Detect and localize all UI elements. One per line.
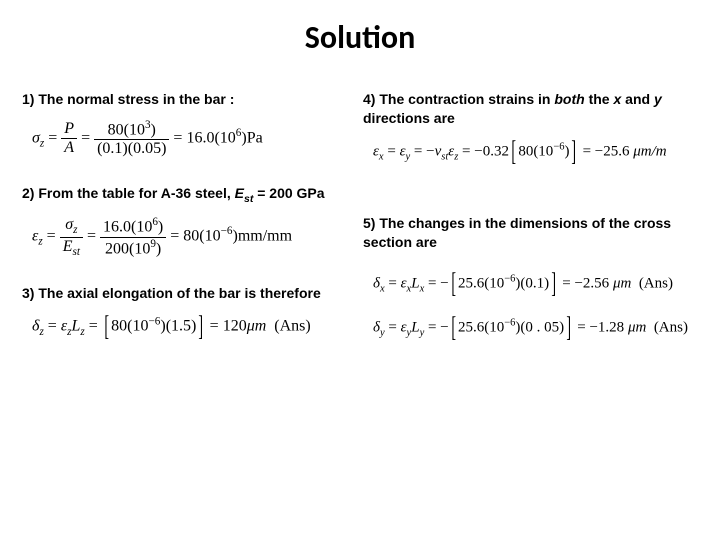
page-title: Solution bbox=[0, 0, 720, 57]
step2-label: 2) From the table for A-36 steel, Est = … bbox=[22, 184, 341, 206]
step4-equation: εx = εy = −νstεz = −0.32[80(10−6)] = −25… bbox=[373, 138, 704, 166]
step5-equation-x: δx = εxLx = −[25.6(10−6)(0.1)] = −2.56 μ… bbox=[373, 270, 704, 298]
step5-equation-y: δy = εyLy = −[25.6(10−6)(0 . 05)] = −1.2… bbox=[373, 314, 704, 342]
step3-equation: δz = εzLz = [80(10−6)(1.5)] = 120μm (Ans… bbox=[32, 313, 341, 341]
step1-label: 1) The normal stress in the bar : bbox=[22, 90, 341, 109]
step5-label: 5) The changes in the dimensions of the … bbox=[363, 214, 704, 252]
step1-equation: σz = PA = 80(103) (0.1)(0.05) = 16.0(106… bbox=[32, 119, 341, 158]
left-column: 1) The normal stress in the bar : σz = P… bbox=[0, 90, 355, 368]
step2-equation: εz = σz Est = 16.0(106) 200(109) = 80(10… bbox=[32, 216, 341, 258]
content-area: 1) The normal stress in the bar : σz = P… bbox=[0, 90, 720, 368]
step4-label: 4) The contraction strains in both the x… bbox=[363, 90, 704, 128]
right-column: 4) The contraction strains in both the x… bbox=[355, 90, 720, 368]
step3-label: 3) The axial elongation of the bar is th… bbox=[22, 284, 341, 303]
